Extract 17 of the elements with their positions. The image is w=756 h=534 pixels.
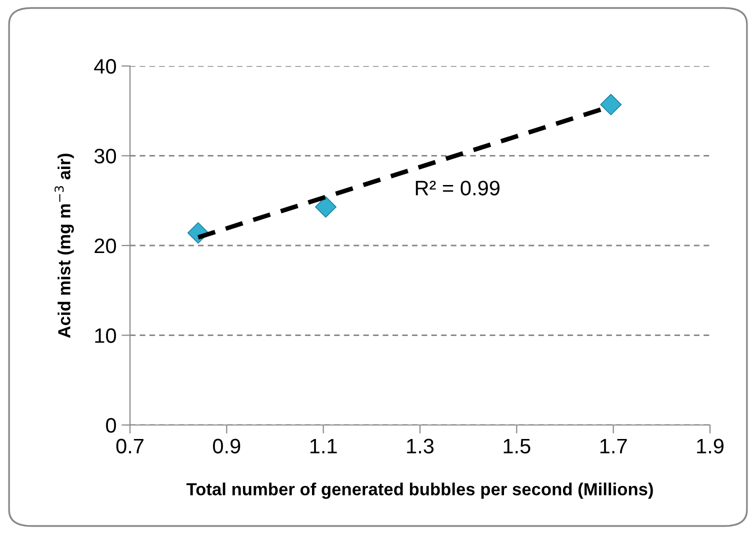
x-axis-title: Total number of generated bubbles per second (Millions): [186, 482, 653, 499]
y-tick-label: 0: [106, 418, 116, 433]
x-tick-label: 0.9: [213, 438, 240, 454]
x-tick-label: 1.7: [600, 438, 627, 454]
y-tick-label: 30: [94, 148, 116, 164]
y-tick-label: 10: [95, 328, 116, 344]
y-axis-title: Acid mist (mg m$^{−3}$ air): [54, 154, 74, 338]
x-tick-label: 0.7: [116, 438, 144, 454]
y-tick-label: 40: [94, 59, 116, 74]
x-tick-label: 1.3: [407, 438, 434, 454]
x-tick-label: 1.9: [697, 438, 724, 454]
annotation: R² = 0.99: [416, 180, 500, 196]
point: [315, 196, 336, 218]
point: [600, 94, 622, 116]
y-tick-label: 20: [94, 238, 116, 254]
x-tick-label: 1.1: [310, 438, 337, 454]
x-tick-label: 1.5: [504, 438, 530, 454]
